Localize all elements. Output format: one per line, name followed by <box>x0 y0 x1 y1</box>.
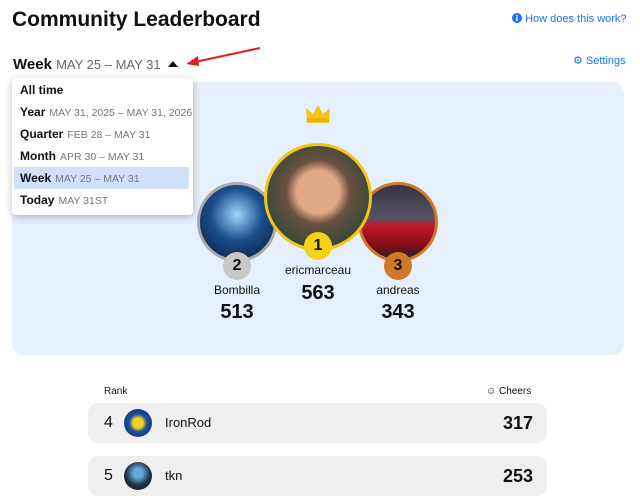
dropdown-option[interactable]: Year MAY 31, 2025 – MAY 31, 2026 <box>14 101 193 123</box>
podium-cheers: 513 <box>220 301 254 323</box>
row-rank: 4 <box>104 414 113 431</box>
option-range: MAY 31, 2025 – MAY 31, 2026 <box>49 107 193 119</box>
leaderboard-row <box>88 456 547 496</box>
caret <box>168 61 178 67</box>
option-range: MAY 31ST <box>58 195 109 207</box>
option-label: All time <box>20 83 64 97</box>
annotation-arrow <box>194 47 261 63</box>
row-cheers: 253 <box>502 466 533 486</box>
option-label: Week <box>20 171 52 185</box>
row-cheers: 317 <box>502 413 533 433</box>
rank-header: Rank <box>104 386 128 397</box>
help-text: How does this work? <box>525 13 627 25</box>
dropdown-option[interactable]: Week MAY 25 – MAY 31 <box>14 167 189 189</box>
row-avatar <box>124 462 152 490</box>
dropdown-option[interactable]: Today MAY 31ST <box>14 189 189 211</box>
option-range: APR 30 – MAY 31 <box>59 151 145 163</box>
podium-name: Bombilla <box>213 283 261 297</box>
podium-cheers: 343 <box>381 301 415 323</box>
dropdown-option[interactable]: Quarter FEB 28 – MAY 31 <box>14 123 189 145</box>
option-range: FEB 28 – MAY 31 <box>67 129 151 141</box>
help-link[interactable]: How does this work? <box>512 13 627 25</box>
page-title: Community Leaderboard <box>12 8 261 31</box>
podium-name: andreas <box>376 283 420 297</box>
row-name: IronRod <box>165 415 212 430</box>
info-icon <box>512 13 522 23</box>
option-label: Quarter <box>20 127 64 141</box>
settings-link[interactable]: ⚙ Settings <box>573 55 626 67</box>
option-label: Year <box>20 105 46 119</box>
option-label: Month <box>20 149 56 163</box>
leaderboard-row <box>88 403 547 443</box>
arrow-head <box>186 56 199 66</box>
avatar-2 <box>197 182 277 262</box>
period-label: Week <box>13 56 52 73</box>
dropdown-option[interactable]: All time <box>14 79 189 101</box>
rank-badge: 2 <box>223 252 251 280</box>
rank-badge: 3 <box>384 252 412 280</box>
option-range: MAY 25 – MAY 31 <box>55 173 140 185</box>
row-name: tkn <box>165 468 183 483</box>
cheers-header-text: Cheers <box>499 386 532 397</box>
rank-badge: 1 <box>304 232 332 260</box>
cheers-header: ☺ Cheers <box>486 386 532 397</box>
crown-band <box>307 118 329 122</box>
row-rank: 5 <box>104 467 113 484</box>
dropdown-option[interactable]: Month APR 30 – MAY 31 <box>14 145 189 167</box>
period-dropdown <box>12 78 193 215</box>
podium-name: ericmarceau <box>284 263 352 277</box>
row-avatar <box>124 409 152 437</box>
period-range: MAY 25 – MAY 31 <box>56 57 161 72</box>
podium-cheers: 563 <box>301 282 335 304</box>
period-toggle[interactable]: Week MAY 25 – MAY 31 <box>13 56 161 73</box>
settings-text: Settings <box>585 55 626 67</box>
option-label: Today <box>20 193 55 207</box>
